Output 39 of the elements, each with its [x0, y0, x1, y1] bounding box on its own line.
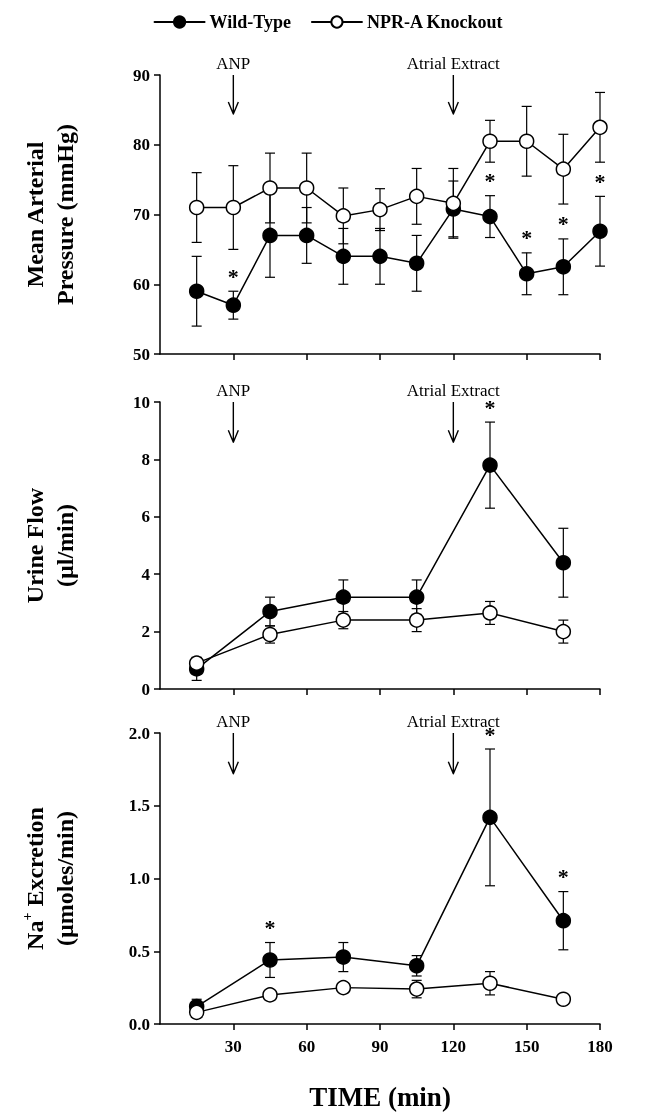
y-tick-label: 90	[133, 65, 150, 85]
x-tick-label: 30	[224, 1037, 242, 1056]
data-label: *	[521, 225, 533, 251]
ref-line-label: ANP	[216, 712, 251, 731]
y-tick-label: 1.0	[128, 869, 150, 888]
ref-line-label: ANP	[216, 54, 251, 73]
y-tick-label: 50	[133, 344, 150, 364]
x-axis-title: TIME (min)	[309, 1082, 451, 1112]
x-tick-label: 60	[298, 1037, 316, 1056]
data-label: *	[484, 168, 496, 194]
y-axis-title: Mean Arterial Pressure (mmHg)	[22, 123, 78, 306]
y-tick-label: 0.0	[128, 1014, 150, 1034]
ref-line-label: ANP	[216, 381, 251, 400]
y-tick-label: 60	[133, 274, 150, 294]
y-tick-label: 0.5	[128, 941, 150, 961]
ref-line-label: Atrial Extract	[406, 54, 501, 73]
y-axis-title: Urine Flow (µl/min)	[22, 487, 78, 604]
y-tick-label: 1.5	[128, 796, 150, 816]
y-tick-label: 2.0	[128, 723, 150, 743]
y-tick-label: 6	[141, 507, 150, 527]
y-tick-label: 0	[141, 679, 150, 699]
y-tick-label: 80	[133, 135, 150, 155]
y-tick-label: 70	[133, 205, 150, 224]
y-tick-label: 2	[141, 622, 150, 642]
x-tick-label: 90	[371, 1037, 389, 1056]
data-label: *	[264, 915, 276, 941]
y-tick-label: 4	[141, 564, 151, 584]
data-label: *	[227, 263, 239, 289]
x-tick-label: 180	[587, 1037, 613, 1056]
data-label: *	[557, 864, 569, 890]
legend-label: Wild-Type	[209, 12, 291, 32]
y-tick-label: 8	[141, 449, 150, 469]
ref-line-label: Atrial Extract	[406, 381, 501, 400]
x-tick-label: 150	[513, 1037, 540, 1056]
y-tick-label: 10	[133, 392, 150, 412]
data-label: *	[557, 211, 569, 237]
data-label: *	[594, 168, 606, 194]
legend-label: NPR-A Knockout	[366, 12, 503, 32]
x-tick-label: 120	[440, 1037, 467, 1056]
